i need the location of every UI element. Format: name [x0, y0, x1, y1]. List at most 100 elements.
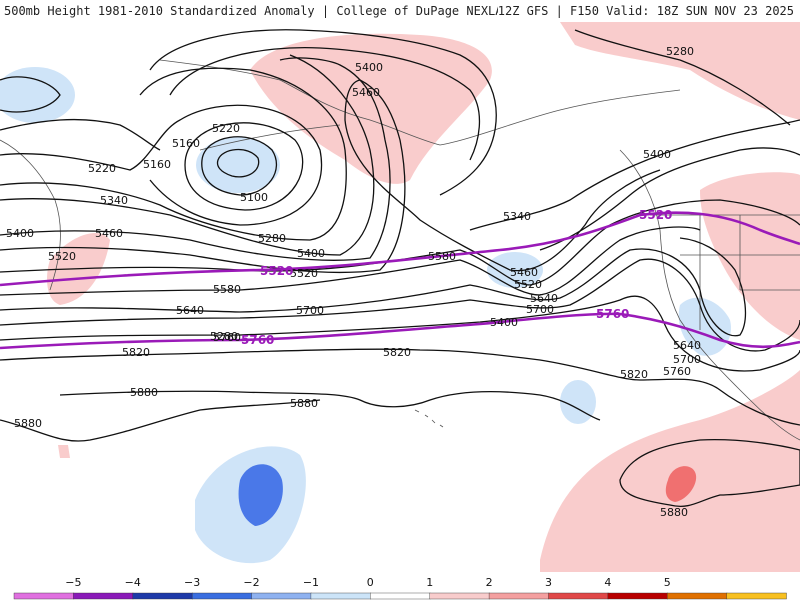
valid-time: 12Z GFS | F150 Valid: 18Z SUN NOV 23 202… — [497, 0, 794, 22]
contour-label: 5160 — [143, 158, 171, 171]
contour-5640 — [0, 237, 747, 337]
contour-label: 5280 — [666, 45, 694, 58]
contour-5100 — [216, 148, 260, 178]
colorbar-swatch — [13, 592, 75, 600]
negative-anomaly-nw — [0, 67, 75, 123]
coast-asia — [0, 139, 61, 291]
contour-label: 5760 — [663, 365, 691, 378]
contour-label: 5400 — [490, 316, 518, 329]
contour-5280-ne — [574, 29, 791, 126]
colorbar-swatch — [429, 592, 490, 600]
coast-alaska — [159, 59, 441, 146]
positive-anomaly-northeast — [560, 22, 800, 120]
contour-label: 5520 — [48, 250, 76, 263]
contour-north — [149, 29, 497, 196]
negative-anomaly-small — [560, 380, 596, 424]
ref-label: 5520 — [260, 264, 293, 278]
reference-labels: 5520 5520 5760 5760 — [241, 208, 672, 347]
contour-label: 5460 — [352, 86, 380, 99]
contour-label: 5400 — [297, 247, 325, 260]
anomaly-shading — [0, 22, 800, 580]
colorbar-swatch — [488, 592, 550, 600]
colorbar-swatch — [251, 592, 312, 600]
contour-label: 5640 — [673, 339, 701, 352]
contour-north-b — [169, 46, 481, 161]
contour-5340 — [0, 54, 375, 256]
ref-label: 5760 — [241, 333, 274, 347]
map-title: 500mb Height 1981-2010 Standardized Anom… — [4, 0, 510, 22]
contour-label: 5280 — [258, 232, 286, 245]
colorbar-tick-label: −4 — [125, 576, 141, 589]
colorbar-tick-label: 0 — [367, 576, 374, 589]
colorbar-swatch — [73, 592, 134, 600]
colorbar-swatch — [726, 592, 787, 600]
colorbar-swatches — [13, 592, 787, 600]
contour-label: 5280 — [210, 330, 238, 343]
contour-label: 5820 — [122, 346, 150, 359]
contour-5400-ne — [539, 147, 800, 251]
contour-label: 5100 — [240, 191, 268, 204]
contour-label: 5880 — [290, 397, 318, 410]
hawaii — [414, 409, 444, 428]
colorbar-tick-label: −2 — [243, 576, 259, 589]
contour-5340-ne — [469, 119, 800, 231]
contour-labels: 5280 5400 5460 5220 5160 5160 5100 5220 … — [6, 45, 701, 519]
contour-label: 5460 — [510, 266, 538, 279]
negative-anomaly-low — [196, 137, 280, 193]
positive-anomaly-alaska — [250, 33, 492, 184]
contour-label: 5340 — [503, 210, 531, 223]
contour-5220-inner — [184, 122, 304, 211]
contour-label: 5700 — [526, 303, 554, 316]
contour-label: 5640 — [176, 304, 204, 317]
contour-nw-b — [0, 118, 161, 151]
contour-label: 5400 — [643, 148, 671, 161]
contour-label: 5520 — [290, 267, 318, 280]
contour-5400 — [0, 57, 391, 261]
contour-5820 — [0, 348, 800, 426]
contour-5520 — [0, 199, 800, 286]
colorbar-swatch — [548, 592, 609, 600]
contour-label: 5880 — [660, 506, 688, 519]
reference-contours — [0, 211, 800, 350]
contour-label: 5220 — [212, 122, 240, 135]
colorbar-swatch — [191, 592, 253, 600]
colorbar-swatch — [667, 592, 728, 600]
contour-5220 — [0, 104, 323, 226]
contour-5880-b — [59, 390, 601, 421]
ref-contour-5760 — [0, 312, 800, 350]
colorbar: −5 −4 −3 −2 −1 0 1 2 3 4 5 — [0, 572, 800, 600]
contour-5580 — [0, 226, 701, 296]
strong-positive-anomaly — [665, 466, 697, 502]
contour-label: 5880 — [14, 417, 42, 430]
colorbar-tick-label: −1 — [303, 576, 319, 589]
contour-5160 — [201, 136, 278, 196]
contour-label: 5640 — [530, 292, 558, 305]
contour-label: 5700 — [296, 304, 324, 317]
ref-label: 5760 — [596, 307, 629, 321]
positive-anomaly-canada — [700, 172, 800, 340]
contour-5760 — [0, 295, 800, 372]
colorbar-swatch — [607, 592, 668, 600]
coast-canada — [439, 89, 681, 146]
contour-label: 5340 — [100, 194, 128, 207]
colorbar-swatch — [310, 592, 372, 600]
contour-5280 — [0, 67, 347, 241]
contour-label: 5580 — [213, 283, 241, 296]
coastlines — [0, 59, 800, 441]
colorbar-tick-label: −3 — [184, 576, 200, 589]
colorbar-tick-label: −5 — [65, 576, 81, 589]
contour-label: 5520 — [514, 278, 542, 291]
contour-5880-a — [0, 399, 321, 442]
colorbar-ticks: −5 −4 −3 −2 −1 0 1 2 3 4 5 — [65, 576, 670, 589]
coast-aleutians — [199, 124, 341, 151]
ref-contour-5520 — [0, 211, 800, 287]
contour-label: 5400 — [6, 227, 34, 240]
colorbar-tick-label: 4 — [604, 576, 611, 589]
contour-label: 5580 — [428, 250, 456, 263]
contour-label: 5460 — [95, 227, 123, 240]
contour-label: 5700 — [673, 353, 701, 366]
ref-label: 5520 — [639, 208, 672, 222]
colorbar-tick-label: 1 — [426, 576, 433, 589]
colorbar-tick-label: 5 — [664, 576, 671, 589]
